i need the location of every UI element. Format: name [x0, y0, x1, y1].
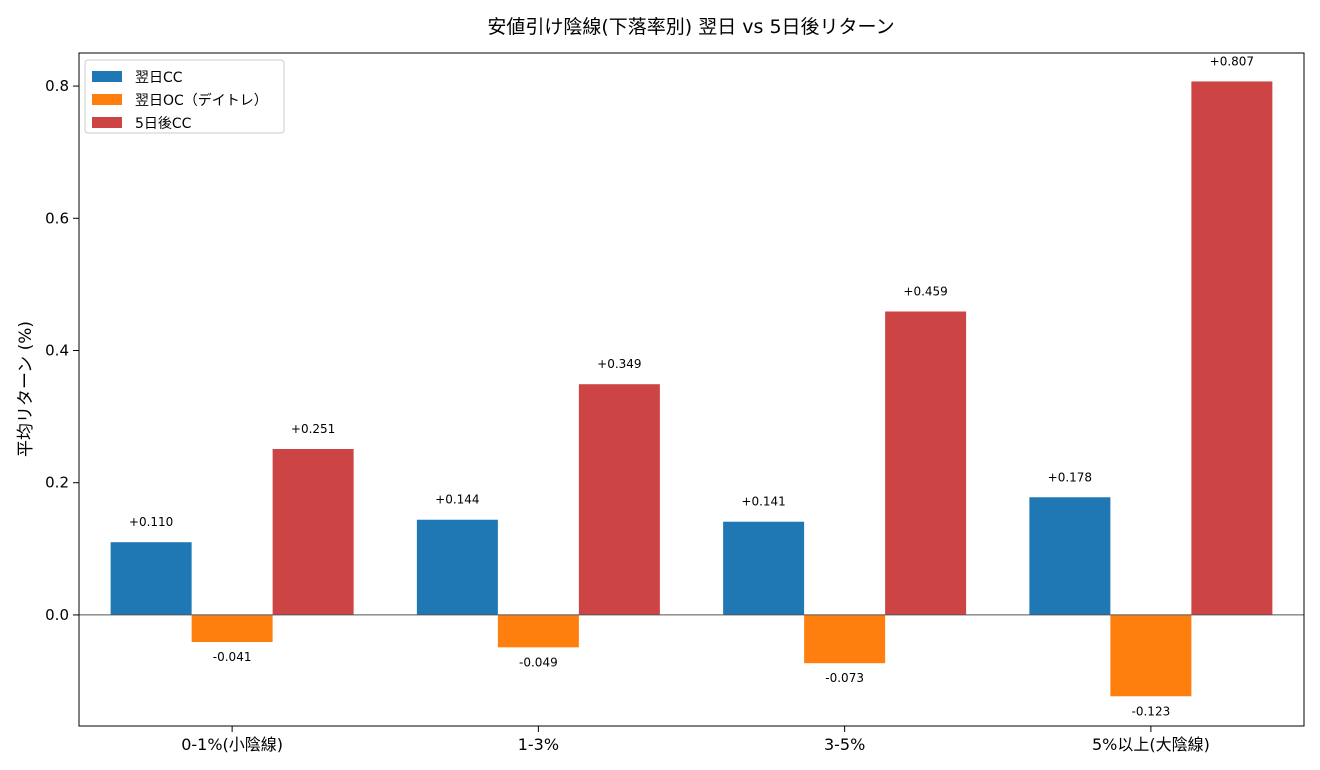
plot-area: 0.0 0.2 0.4 0.6 0.8 +0.110 -0.041 +0.251 0-1%(小陰…	[45, 52, 1305, 754]
data-label: -0.123	[1132, 704, 1171, 718]
bar	[191, 614, 273, 643]
data-label: -0.041	[213, 650, 252, 664]
bar	[885, 311, 967, 615]
y-tick-label: 0.8	[45, 77, 69, 95]
legend-box	[84, 59, 285, 134]
bar	[1191, 81, 1273, 615]
y-tick-label: 0.4	[45, 341, 69, 359]
axes-frame	[78, 52, 1305, 727]
data-label: -0.049	[519, 655, 558, 669]
data-label: +0.178	[1048, 470, 1092, 484]
legend-swatch	[92, 94, 122, 105]
x-tick-label: 3-5%	[824, 735, 865, 754]
bar	[497, 614, 579, 648]
bar	[723, 521, 805, 615]
bar	[804, 614, 886, 664]
data-label: +0.459	[903, 284, 947, 298]
legend-label: 翌日OC（デイトレ）	[135, 92, 268, 109]
legend: 翌日CC 翌日OC（デイトレ） 5日後CC	[84, 59, 285, 134]
y-axis-label: 平均リターン (%)	[16, 321, 36, 457]
x-tick-label: 1-3%	[518, 735, 559, 754]
data-label: +0.144	[435, 493, 479, 507]
data-label: +0.807	[1210, 54, 1254, 68]
data-label: +0.141	[741, 495, 785, 509]
data-label: +0.110	[129, 515, 173, 529]
legend-swatch	[92, 71, 122, 82]
bar	[416, 519, 498, 615]
bar	[1029, 497, 1111, 615]
x-tick-label: 5%以上(大陰線)	[1092, 735, 1210, 754]
data-label: +0.349	[597, 357, 641, 371]
y-tick-label: 0.2	[45, 474, 69, 492]
chart-title: 安値引け陰線(下落率別) 翌日 vs 5日後リターン	[487, 16, 894, 38]
bar	[110, 542, 192, 615]
y-tick-label: 0.6	[45, 209, 69, 227]
x-tick-label: 0-1%(小陰線)	[181, 735, 283, 754]
data-label: -0.073	[825, 671, 864, 685]
bar	[1110, 614, 1192, 697]
y-tick-label: 0.0	[45, 606, 69, 624]
legend-label: 翌日CC	[135, 70, 183, 86]
bar	[578, 384, 660, 615]
legend-label: 5日後CC	[135, 116, 192, 132]
bar	[272, 448, 354, 615]
legend-swatch	[92, 117, 122, 128]
data-label: +0.251	[291, 422, 335, 436]
